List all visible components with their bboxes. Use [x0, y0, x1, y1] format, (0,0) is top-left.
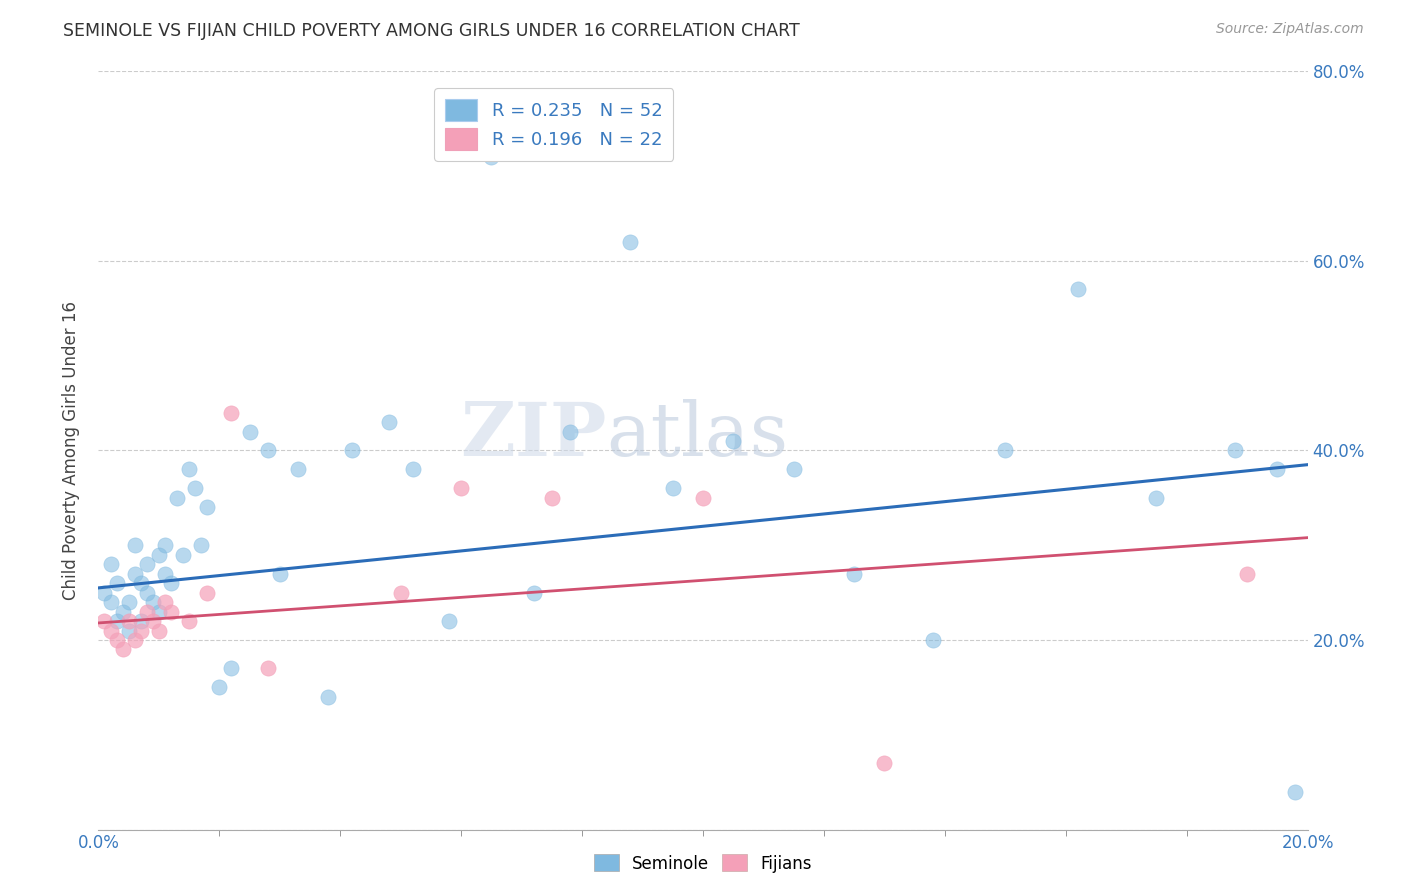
- Point: [142, 595, 165, 609]
- Point: [93, 614, 115, 628]
- Point: [179, 462, 201, 476]
- Point: [129, 576, 152, 591]
- Legend: Seminole, Fijians: Seminole, Fijians: [588, 847, 818, 880]
- Point: [256, 661, 278, 675]
- Point: [172, 548, 194, 562]
- Point: [221, 406, 243, 420]
- Point: [661, 482, 683, 496]
- Point: [160, 605, 183, 619]
- Y-axis label: Child Poverty Among Girls Under 16: Child Poverty Among Girls Under 16: [62, 301, 80, 600]
- Point: [1284, 785, 1306, 799]
- Point: [148, 605, 170, 619]
- Point: [723, 434, 745, 448]
- Point: [1236, 566, 1258, 581]
- Point: [523, 585, 546, 599]
- Point: [208, 681, 231, 695]
- Point: [256, 443, 278, 458]
- Point: [190, 538, 212, 552]
- Point: [195, 500, 218, 515]
- Text: atlas: atlas: [606, 399, 789, 472]
- Point: [437, 614, 460, 628]
- Point: [129, 624, 152, 638]
- Point: [153, 595, 176, 609]
- Point: [160, 576, 183, 591]
- Point: [111, 642, 134, 657]
- Text: ZIP: ZIP: [460, 399, 606, 472]
- Point: [153, 538, 176, 552]
- Point: [124, 566, 146, 581]
- Legend: R = 0.235   N = 52, R = 0.196   N = 22: R = 0.235 N = 52, R = 0.196 N = 22: [434, 88, 673, 161]
- Point: [921, 633, 943, 648]
- Point: [389, 585, 412, 599]
- Point: [135, 585, 157, 599]
- Point: [153, 566, 176, 581]
- Point: [239, 425, 262, 439]
- Point: [118, 614, 141, 628]
- Point: [100, 557, 122, 572]
- Point: [148, 548, 170, 562]
- Point: [269, 566, 291, 581]
- Point: [118, 624, 141, 638]
- Point: [135, 605, 157, 619]
- Point: [450, 482, 472, 496]
- Point: [287, 462, 309, 476]
- Point: [124, 538, 146, 552]
- Point: [692, 491, 714, 505]
- Point: [1067, 282, 1090, 296]
- Point: [619, 235, 641, 249]
- Point: [873, 756, 896, 771]
- Point: [105, 614, 128, 628]
- Point: [342, 443, 364, 458]
- Point: [195, 585, 218, 599]
- Point: [135, 557, 157, 572]
- Text: SEMINOLE VS FIJIAN CHILD POVERTY AMONG GIRLS UNDER 16 CORRELATION CHART: SEMINOLE VS FIJIAN CHILD POVERTY AMONG G…: [63, 22, 800, 40]
- Point: [402, 462, 425, 476]
- Point: [100, 624, 122, 638]
- Point: [316, 690, 339, 704]
- Point: [111, 605, 134, 619]
- Point: [1223, 443, 1246, 458]
- Point: [481, 150, 503, 164]
- Point: [166, 491, 188, 505]
- Point: [994, 443, 1017, 458]
- Point: [184, 482, 207, 496]
- Point: [148, 624, 170, 638]
- Point: [1267, 462, 1289, 476]
- Point: [377, 415, 399, 429]
- Point: [118, 595, 141, 609]
- Point: [179, 614, 201, 628]
- Point: [124, 633, 146, 648]
- Point: [783, 462, 806, 476]
- Point: [93, 585, 115, 599]
- Point: [844, 566, 866, 581]
- Point: [558, 425, 581, 439]
- Point: [100, 595, 122, 609]
- Point: [105, 633, 128, 648]
- Point: [1144, 491, 1167, 505]
- Text: Source: ZipAtlas.com: Source: ZipAtlas.com: [1216, 22, 1364, 37]
- Point: [221, 661, 243, 675]
- Point: [105, 576, 128, 591]
- Point: [129, 614, 152, 628]
- Point: [142, 614, 165, 628]
- Point: [540, 491, 562, 505]
